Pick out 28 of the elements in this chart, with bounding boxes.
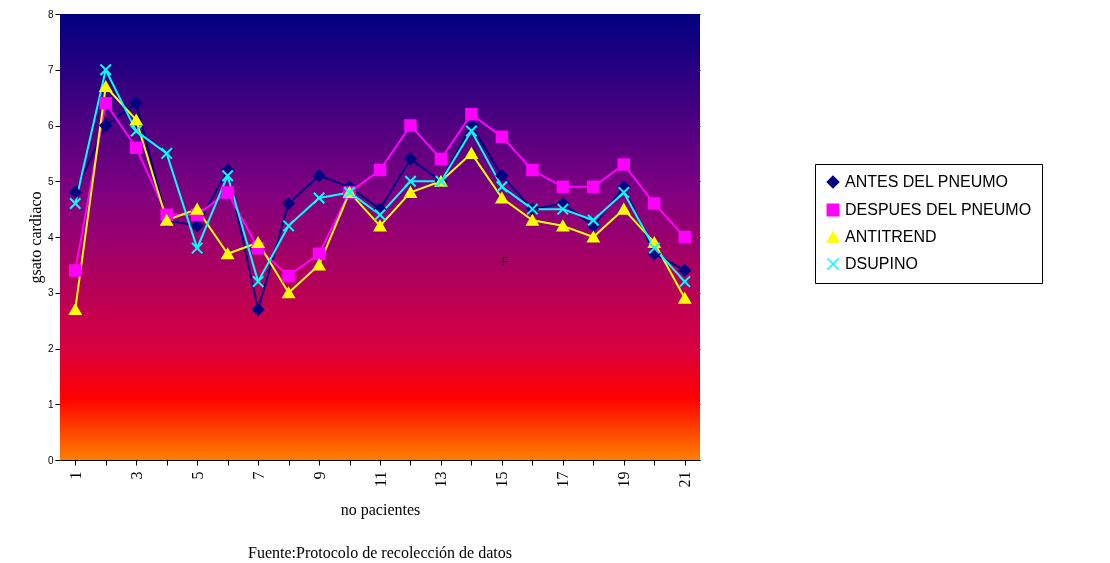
y-tick-label: 3 (47, 287, 54, 299)
x-tick-label: 11 (371, 471, 389, 487)
x-tick-label: 9 (310, 471, 328, 480)
source-note: Fuente:Protocolo de recolección de datos (248, 544, 512, 561)
legend-label: ANTITREND (845, 228, 937, 245)
x-tick-label: 15 (493, 471, 511, 488)
x-tick-label: 3 (127, 471, 145, 480)
x-tick-label: 17 (554, 471, 572, 488)
y-tick-label: 4 (47, 231, 54, 243)
x-axis-title: no pacientes (340, 500, 421, 519)
legend-label: DESPUES DEL PNEUMO (845, 201, 1032, 218)
x-tick-label: 21 (676, 471, 694, 488)
y-tick-label: 0 (47, 454, 54, 466)
y-tick-label: 7 (47, 64, 54, 76)
x-tick-label: 7 (249, 471, 267, 480)
y-axis-title: gsato cardiaco (26, 191, 45, 284)
y-tick-label: 1 (47, 398, 54, 410)
x-tick-label: 5 (188, 471, 206, 480)
x-tick-label: 1 (66, 471, 84, 480)
legend-label: DSUPINO (845, 255, 918, 272)
y-tick-label: 5 (47, 175, 54, 187)
y-tick-label: 8 (47, 8, 54, 20)
y-tick-label: 2 (47, 343, 54, 354)
y-tick-label: 6 (47, 120, 54, 131)
x-tick-label: 13 (432, 471, 450, 488)
x-tick-label: 19 (615, 471, 633, 488)
legend-label: ANTES DEL PNEUMO (845, 173, 1008, 190)
annotation: F (501, 255, 509, 267)
